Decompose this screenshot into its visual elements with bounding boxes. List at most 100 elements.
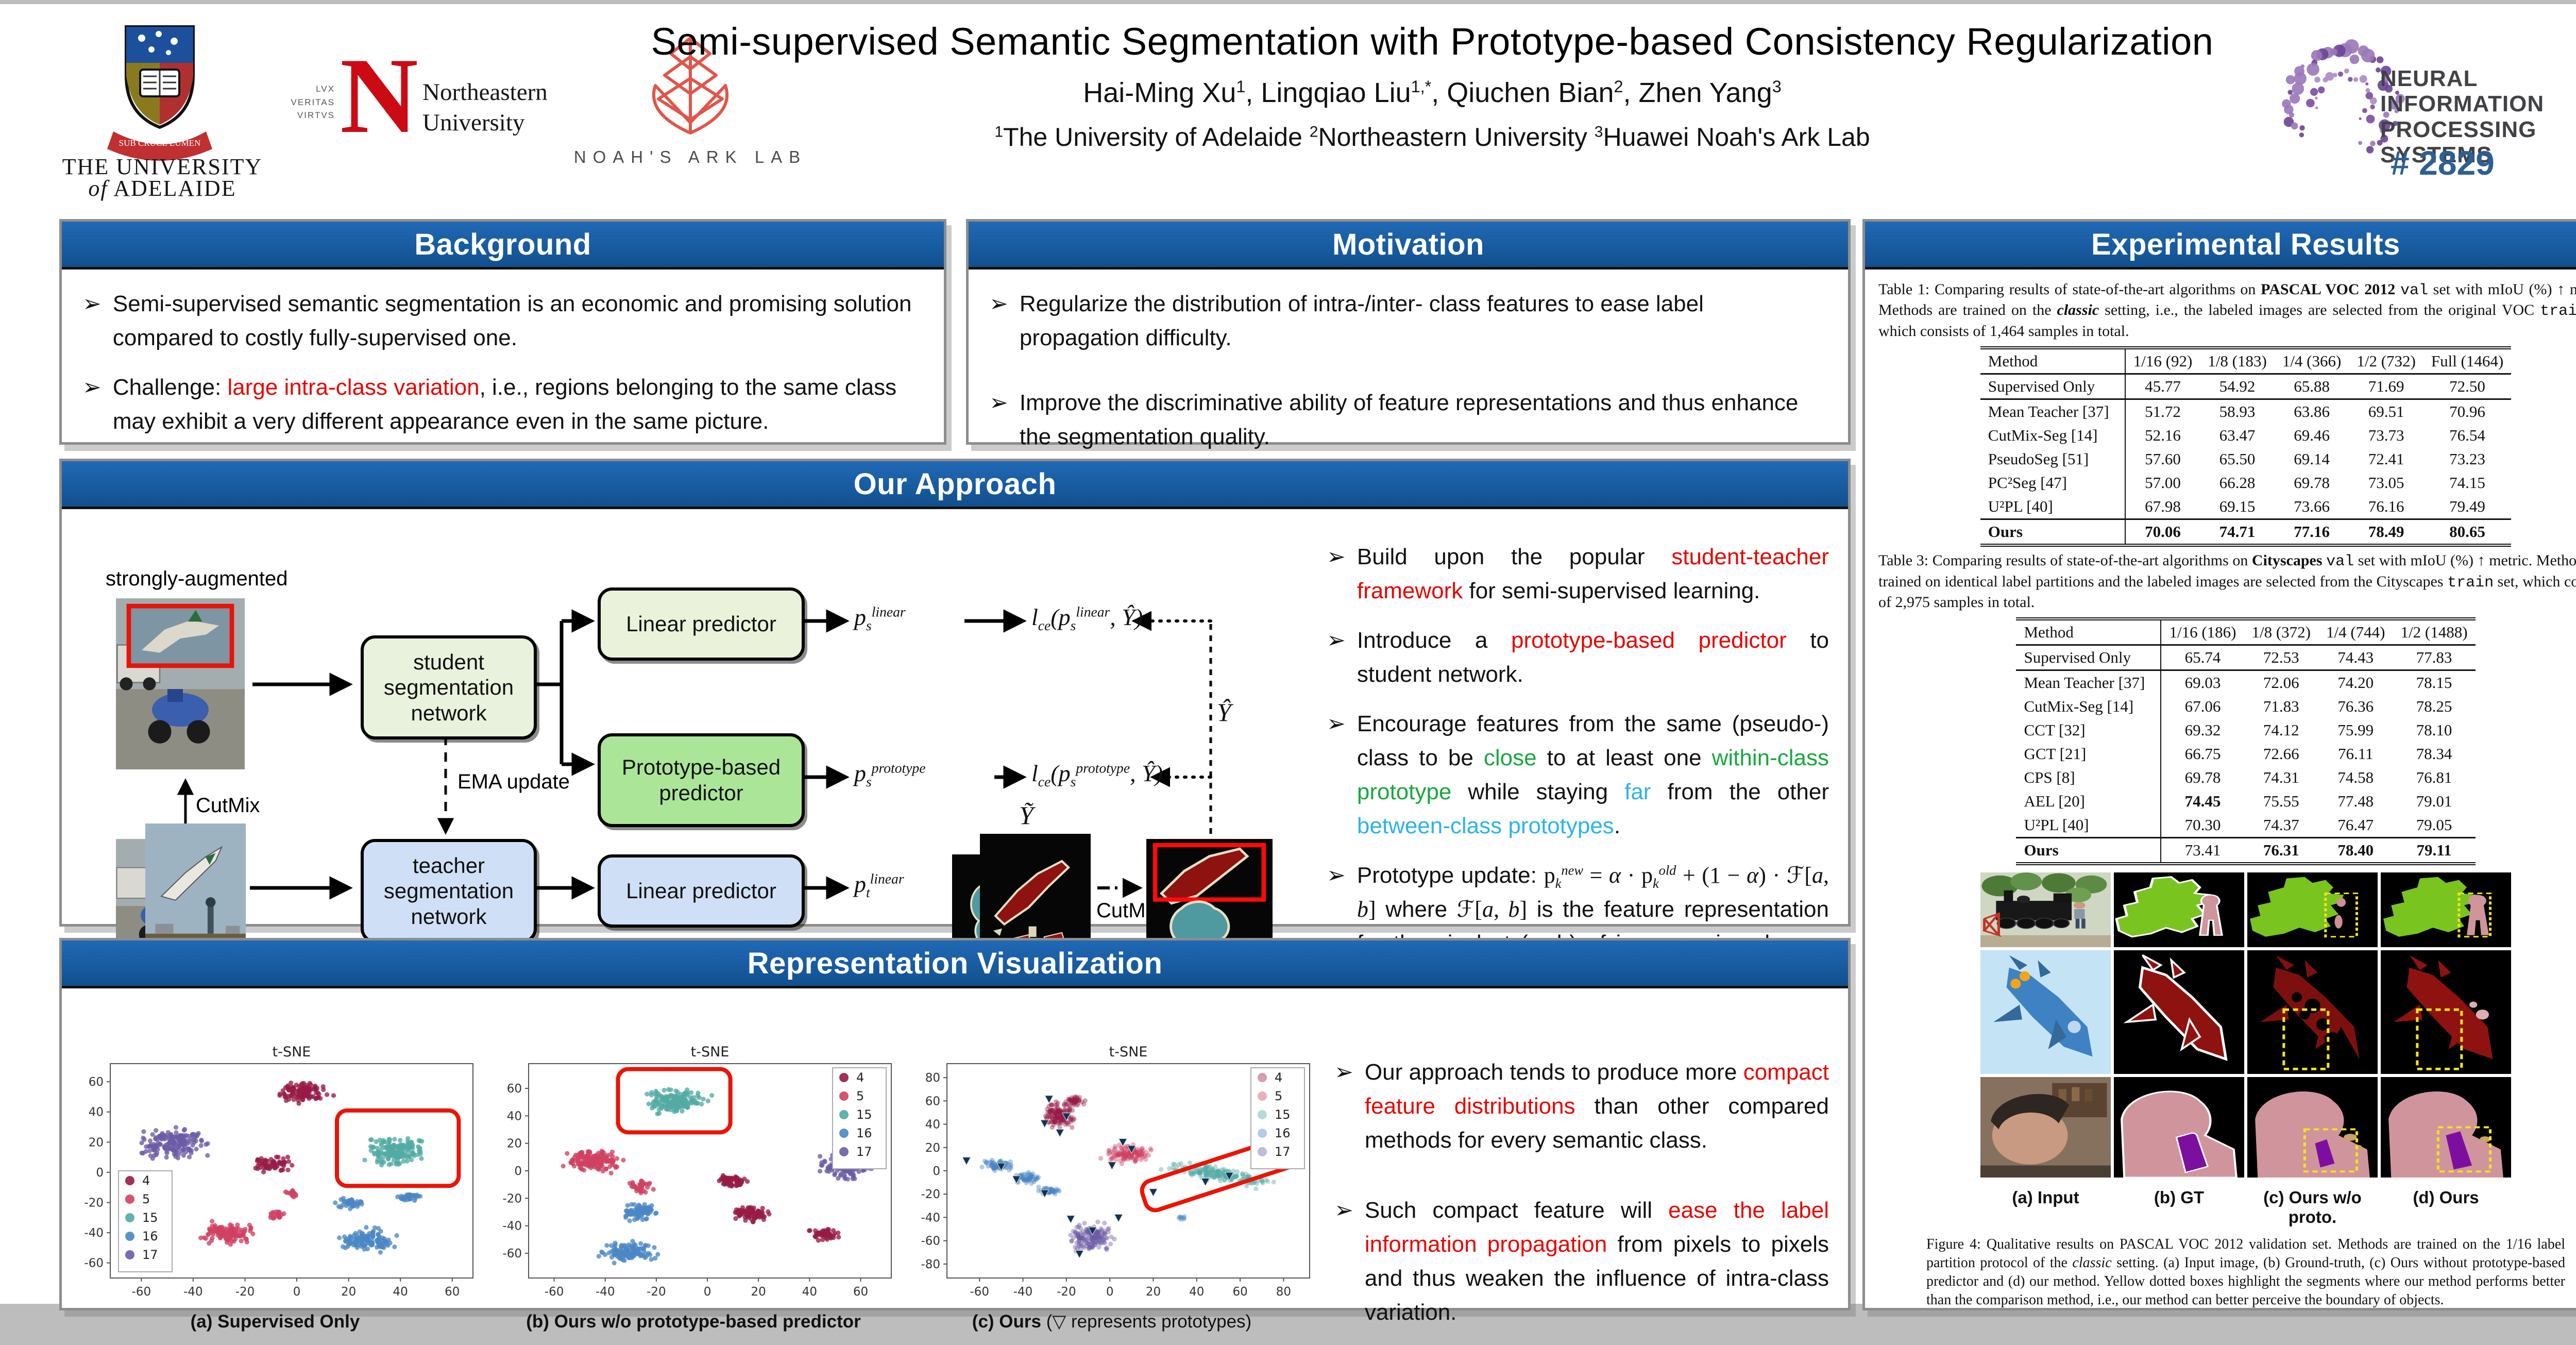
table-header-cell: Full (1464): [2423, 348, 2512, 375]
loss-prototype-label: lce(psprototype, Ŷ): [1031, 760, 1163, 790]
value-cell: 77.83: [2416, 648, 2452, 667]
diagram-arrows: [177, 609, 1212, 900]
table-header-cell: 1/2 (732): [2349, 348, 2424, 375]
ema-update-label: EMA update: [457, 770, 570, 793]
value-cell: 76.31: [2244, 837, 2318, 864]
value-cell: 45.77: [2124, 374, 2200, 399]
svg-text:-20: -20: [1057, 1285, 1076, 1299]
tsne-caption-a: (a) Supervised Only: [190, 1312, 360, 1332]
adelaide-logo: SUB CRUCE LUMEN THE UNIVERSITY of ADELAI…: [41, 21, 283, 201]
tsne-caption-b: (b) Ours w/o prototype-based predictor: [526, 1312, 861, 1332]
page-title: Semi-supervised Semantic Segmentation wi…: [651, 20, 2214, 63]
repviz-bullets: ➢ Our approach tends to produce more comp…: [1334, 1055, 1829, 1345]
value-cell: 69.03: [2160, 669, 2244, 695]
value-cell: 73.73: [2368, 426, 2404, 445]
svg-text:-60: -60: [545, 1285, 564, 1299]
adelaide-banner-text: SUB CRUCE LUMEN: [119, 138, 201, 148]
table-header-cell: Method: [1980, 348, 2125, 375]
value-cell: 63.86: [2274, 398, 2349, 424]
motivation-bullet: Regularize the distribution of intra-/in…: [1019, 291, 1704, 350]
bullet-arrow-icon: ➢: [1334, 1198, 1353, 1223]
svg-text:-80: -80: [921, 1258, 940, 1271]
method-cell: CutMix-Seg [14]: [2024, 697, 2134, 716]
northeastern-logo: LVX VERITAS VIRTVS N Northeastern Univer…: [273, 36, 548, 170]
svg-text:15: 15: [856, 1107, 872, 1122]
value-cell: 73.66: [2294, 497, 2330, 516]
value-cell: 79.01: [2416, 792, 2452, 811]
figure4-column-labels: (a) Input (b) GT (c) Ours w/o proto. (d)…: [1980, 1185, 2511, 1227]
svg-text:15: 15: [142, 1210, 158, 1225]
svg-text:-60: -60: [132, 1285, 151, 1299]
table-row: PC²Seg [47] 57.00 66.28 69.78 73.05 74.15: [1980, 471, 2511, 495]
svg-text:-40: -40: [84, 1226, 104, 1240]
value-cell: 66.75: [2160, 742, 2244, 766]
neurips-logo: NEURAL INFORMATION PROCESSING SYSTEMS # …: [2262, 15, 2576, 201]
fig-train-ours-wo-proto: [2247, 872, 2378, 948]
motivation-header: Motivation: [969, 222, 1848, 270]
fig-train-gt: [2114, 872, 2244, 948]
poster-number: # 2829: [2391, 144, 2495, 182]
svg-text:5: 5: [142, 1192, 150, 1206]
tsne-plots: t-SNE -60 -40 -20 0 20 40 60 -60 -40 -20 0 20 40 60 4 5 1…: [66, 1040, 1321, 1332]
method-cell: Supervised Only: [1988, 377, 2095, 396]
value-cell: 71.83: [2263, 697, 2299, 716]
svg-text:40: 40: [89, 1106, 104, 1119]
svg-text:t-SNE: t-SNE: [691, 1044, 730, 1060]
repviz-bullet: Our approach tends to produce more compa…: [1364, 1060, 1829, 1153]
approach-header: Our Approach: [62, 461, 1848, 509]
value-cell: 69.14: [2294, 450, 2330, 468]
value-cell: 76.54: [2449, 426, 2485, 445]
svg-text:-40: -40: [183, 1285, 203, 1299]
teacher-network-box: teacher segmentation network: [361, 839, 537, 943]
value-cell: 78.15: [2393, 669, 2476, 695]
svg-text:20: 20: [1146, 1285, 1161, 1299]
svg-text:20: 20: [925, 1141, 940, 1155]
table-header-cell: Method: [2016, 619, 2161, 646]
value-cell: 78.34: [2416, 745, 2452, 763]
fig-train-ours: [2381, 872, 2511, 948]
svg-text:60: 60: [1232, 1285, 1247, 1299]
fig-jet-gt: [2114, 950, 2244, 1074]
value-cell: 70.96: [2423, 398, 2512, 424]
value-cell: 72.66: [2263, 745, 2299, 763]
table-row: PseudoSeg [51] 57.60 65.50 69.14 72.41 73.23: [1980, 447, 2511, 472]
svg-text:60: 60: [925, 1095, 940, 1108]
table-row: CutMix-Seg [14] 67.06 71.83 76.36 78.25: [2016, 695, 2475, 719]
value-cell: 65.88: [2294, 377, 2330, 396]
value-cell: 71.69: [2368, 377, 2404, 396]
fig-jet-input: [1980, 950, 2111, 1074]
svg-text:17: 17: [142, 1248, 158, 1262]
teacher-linear-predictor-box: Linear predictor: [598, 854, 805, 928]
table-row: Ours 70.06 74.71 77.16 78.49 80.65: [1980, 518, 2512, 546]
fig-col-label: (b) GT: [2154, 1188, 2205, 1207]
approach-diagram: strongly-augmented CutMix: [67, 558, 1319, 970]
results-panel: Experimental Results Table 1: Comparing …: [1862, 219, 2576, 1310]
value-cell: 79.11: [2393, 837, 2476, 864]
svg-text:60: 60: [89, 1075, 104, 1089]
approach-panel: Our Approach: [59, 459, 1851, 990]
svg-text:16: 16: [142, 1229, 158, 1243]
fig-person-ours: [2381, 1077, 2511, 1178]
bullet-arrow-icon: ➢: [82, 375, 101, 400]
noahs-ark-name: NOAH'S ARK LAB: [573, 147, 807, 166]
value-cell: 78.25: [2416, 697, 2452, 716]
method-cell: AEL [20]: [2024, 792, 2085, 811]
neurips-swirl-icon: [2282, 39, 2405, 154]
svg-text:20: 20: [89, 1136, 104, 1149]
value-cell: 80.65: [2423, 518, 2512, 546]
value-cell: 73.41: [2160, 837, 2244, 864]
table-row: GCT [21] 66.75 72.66 76.11 78.34: [2016, 742, 2475, 766]
svg-text:20: 20: [341, 1285, 356, 1299]
table-row: U²PL [40] 67.98 69.15 73.66 76.16 79.49: [1980, 495, 2511, 519]
value-cell: 70.30: [2160, 813, 2244, 838]
fig-person-ours-wo-proto: [2247, 1077, 2378, 1178]
method-cell: GCT [21]: [2024, 745, 2087, 763]
northeastern-n-icon: N: [340, 36, 418, 156]
tsne-plot-a: t-SNE -60 -40 -20 0 20 40 60 -60 -40 -20 0 20 40 60 4 5 1…: [66, 1040, 484, 1332]
bullet-arrow-icon: ➢: [1334, 1060, 1353, 1085]
value-cell: 65.74: [2160, 645, 2244, 670]
svg-text:16: 16: [1275, 1126, 1291, 1140]
adelaide-name-line2: of ADELAIDE: [88, 176, 236, 201]
fig-train-input: [1980, 872, 2111, 948]
svg-text:40: 40: [1189, 1285, 1204, 1299]
